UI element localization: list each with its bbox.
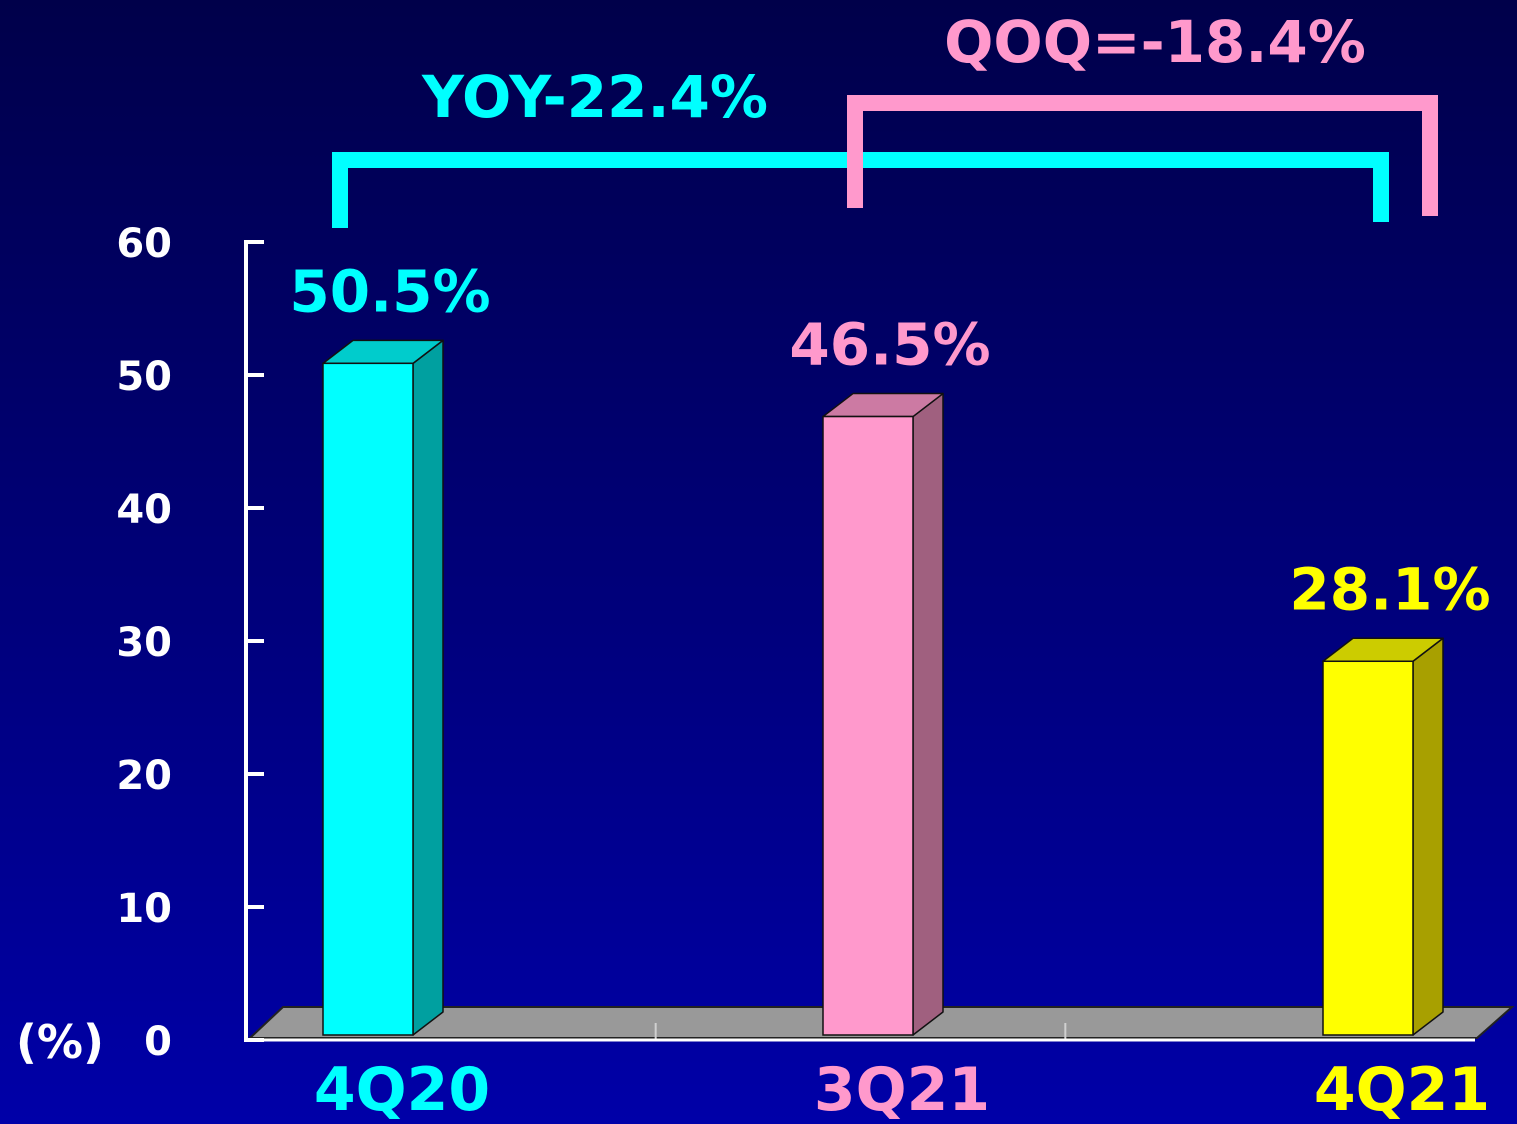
category-label: 3Q21 [814, 1055, 990, 1124]
annotation-label: QOQ=-18.4% [944, 8, 1366, 76]
y-tick-label: 40 [116, 487, 172, 533]
bar [822, 392, 944, 1036]
y-tick-label: 10 [116, 886, 172, 932]
y-tick-label: 30 [116, 620, 172, 666]
bar-front-face [1322, 660, 1414, 1036]
data-label: 46.5% [789, 311, 990, 379]
bar-front-face [822, 415, 914, 1036]
y-tick-label: 50 [116, 354, 172, 400]
bar-series [322, 339, 1444, 1036]
y-tick-label: 20 [116, 753, 172, 799]
y-axis: 0 10 20 30 40 50 60 [116, 221, 264, 1065]
y-tick-label: 0 [144, 1019, 172, 1065]
bar-front-face [322, 362, 414, 1036]
annotation-layer: YOY-22.4% QOQ=-18.4% [332, 8, 1438, 228]
annotation-label: YOY-22.4% [421, 63, 768, 131]
bar-side-face [1412, 637, 1444, 1036]
bar-side-face [912, 392, 944, 1036]
bar [322, 339, 444, 1036]
data-label: 28.1% [1289, 555, 1490, 623]
label-layer: 50.5% 4Q20 46.5% 3Q21 28.1% 4Q21 [289, 257, 1490, 1124]
y-axis-unit-label: (%) [16, 1015, 104, 1069]
data-label: 50.5% [289, 257, 490, 325]
y-tick-label: 60 [116, 221, 172, 267]
category-label: 4Q20 [314, 1055, 490, 1124]
category-label: 4Q21 [1314, 1055, 1490, 1124]
bar-side-face [412, 339, 444, 1036]
bar [1322, 637, 1444, 1036]
annotation-bracket [847, 95, 1438, 216]
